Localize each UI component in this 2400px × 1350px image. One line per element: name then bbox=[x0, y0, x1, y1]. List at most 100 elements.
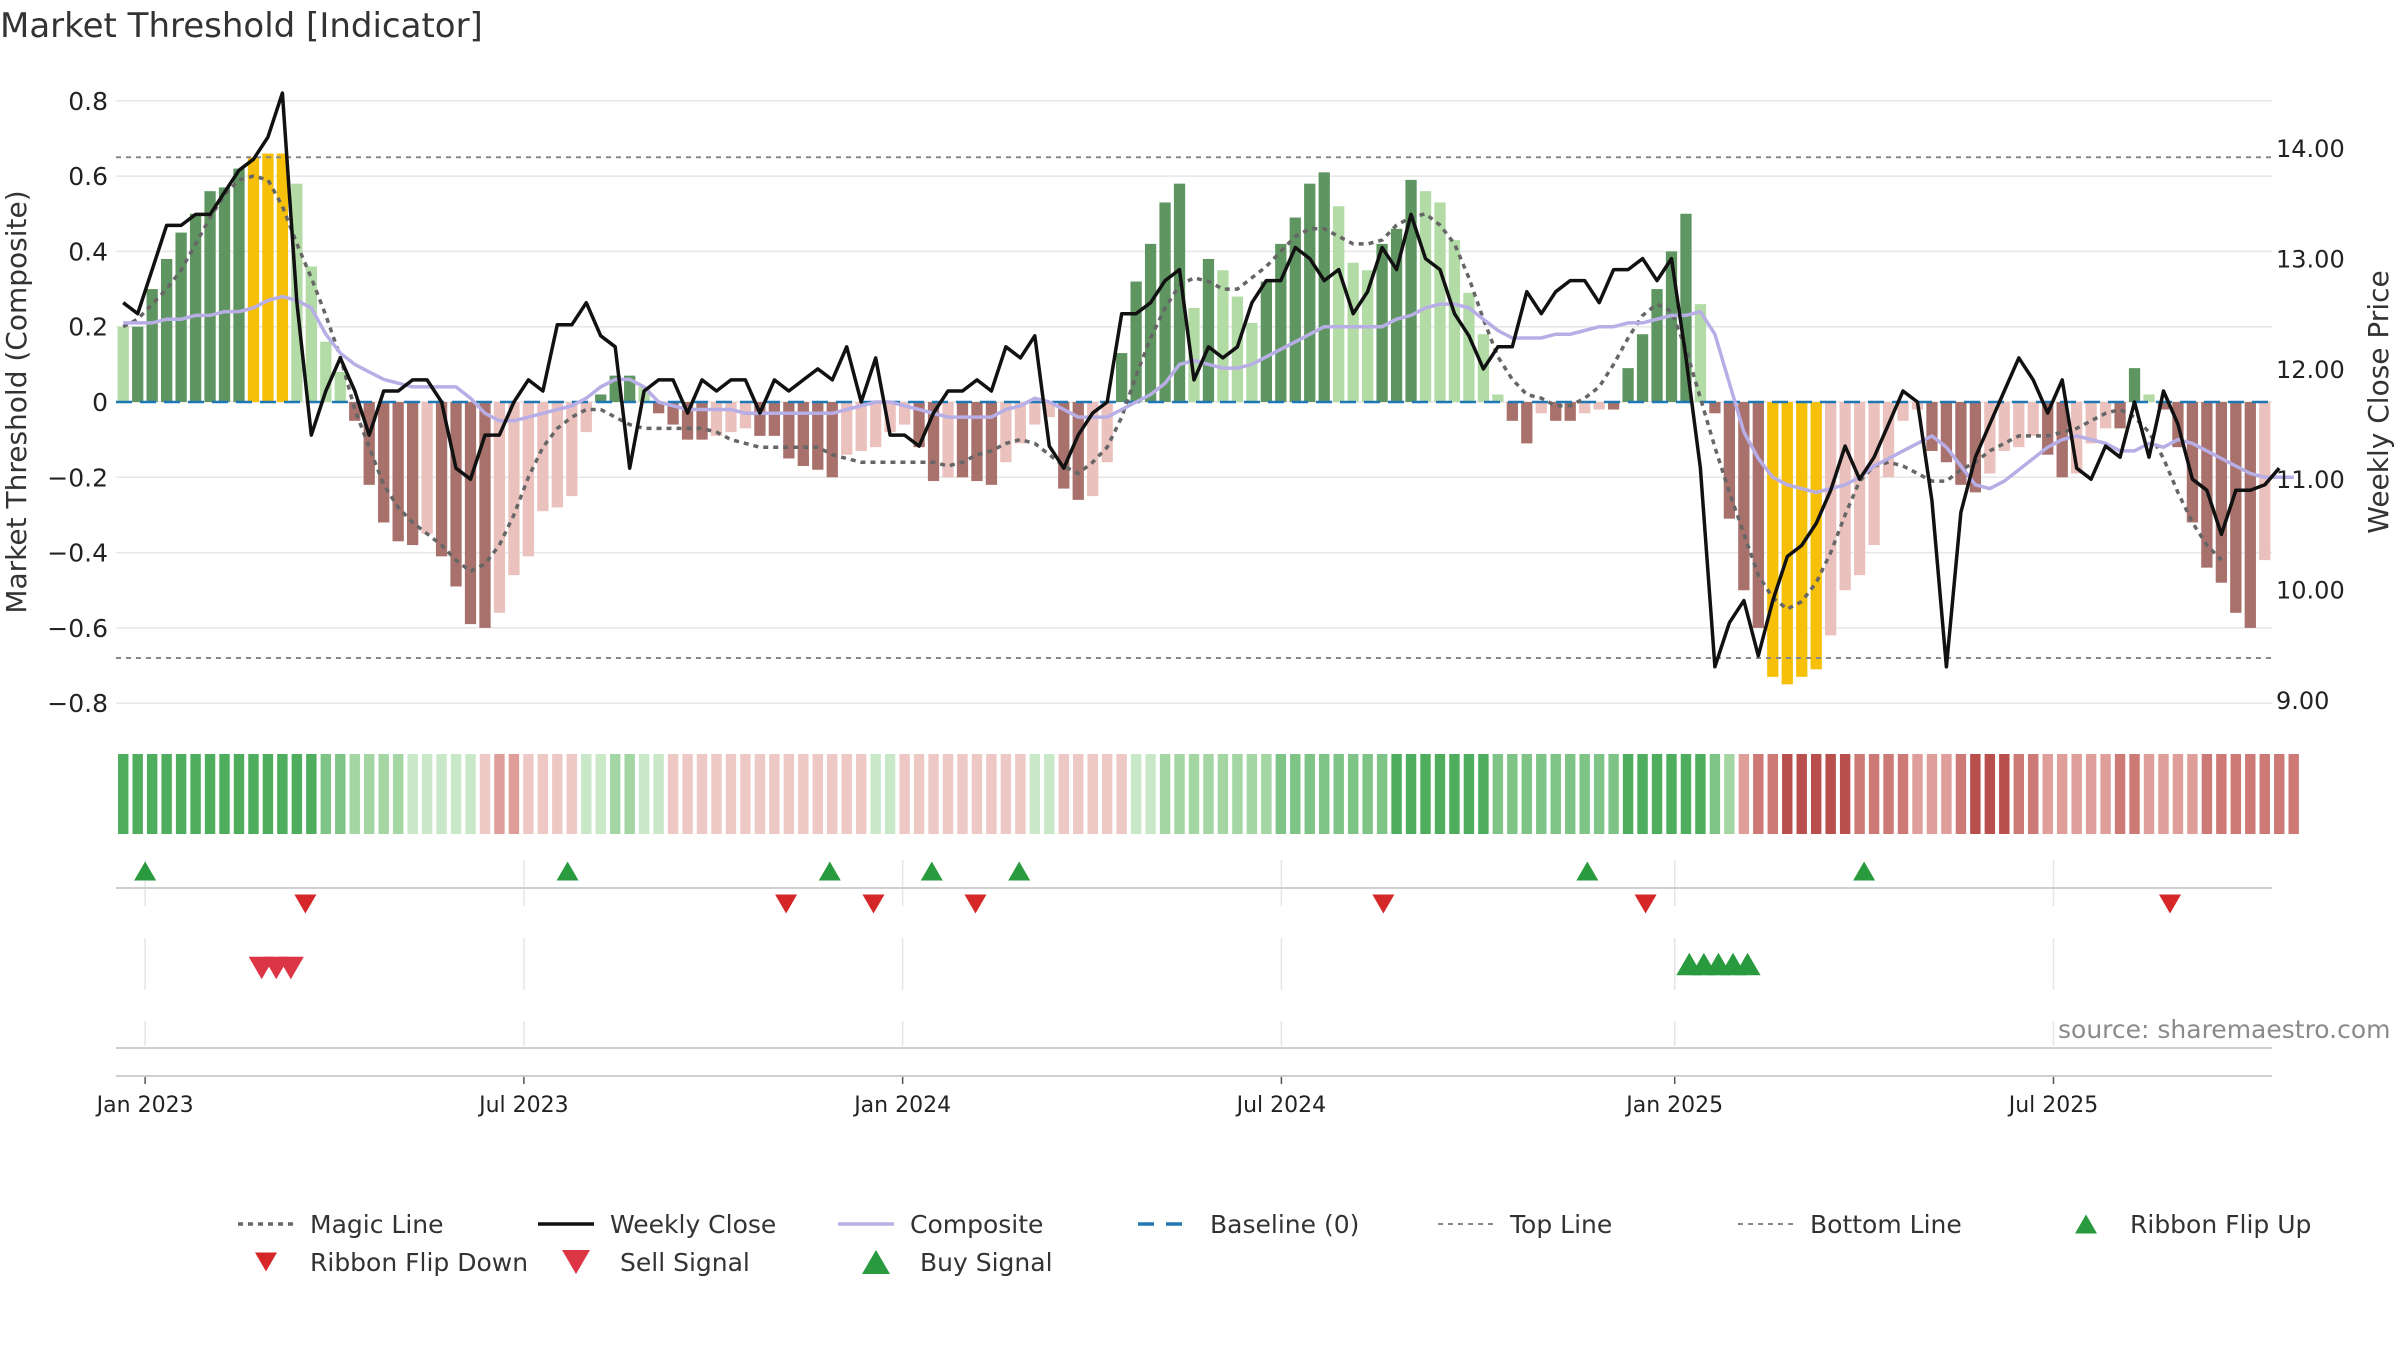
y2-tick-label: 14.00 bbox=[2276, 135, 2345, 163]
composite-bar bbox=[1144, 243, 1157, 402]
legend-swatch bbox=[838, 1222, 894, 1226]
ribbon-segment bbox=[479, 754, 491, 834]
ribbon-segment bbox=[1955, 754, 1967, 834]
composite-bar bbox=[1839, 402, 1851, 591]
ribbon-segment bbox=[161, 754, 172, 834]
ribbon-segment bbox=[1970, 754, 1981, 834]
ribbon-flip-up-marker bbox=[920, 861, 943, 881]
ribbon-segment bbox=[378, 754, 389, 834]
ribbon-segment bbox=[320, 754, 332, 834]
legend-item: Ribbon Flip Down bbox=[236, 1244, 528, 1280]
ribbon-segment bbox=[1130, 754, 1142, 834]
legend-swatch bbox=[1738, 1223, 1794, 1225]
composite-bar bbox=[2157, 402, 2170, 410]
composite-bar bbox=[262, 153, 274, 402]
ribbon-segment bbox=[1073, 754, 1084, 834]
composite-bar bbox=[1289, 217, 1301, 402]
composite-bar bbox=[1579, 402, 1591, 414]
signal-panels bbox=[134, 861, 2182, 980]
composite-bar bbox=[161, 258, 173, 402]
ribbon-segment bbox=[1825, 754, 1836, 834]
ribbon-segment bbox=[1000, 754, 1012, 834]
ribbon-segment bbox=[2100, 754, 2111, 834]
ribbon-segment bbox=[1593, 754, 1605, 834]
ribbon-segment bbox=[118, 754, 129, 834]
ribbon-segment bbox=[1753, 754, 1764, 834]
ribbon-segment bbox=[913, 754, 925, 834]
composite-bar bbox=[652, 402, 665, 414]
ribbon-segment bbox=[855, 754, 867, 834]
composite-bar bbox=[1940, 402, 1953, 463]
composite-bar bbox=[2230, 402, 2242, 613]
ribbon-segment bbox=[1651, 754, 1663, 834]
x-tick-label: Jan 2023 bbox=[95, 1093, 194, 1118]
ribbon-segment bbox=[1015, 754, 1026, 834]
ribbon-segment bbox=[335, 754, 346, 834]
composite-bar bbox=[378, 402, 390, 523]
legend-label: Sell Signal bbox=[620, 1247, 750, 1277]
composite-bar bbox=[2042, 402, 2054, 455]
ribbon-segment bbox=[277, 754, 288, 834]
composite-bar bbox=[218, 187, 231, 402]
y-tick-label: −0.4 bbox=[47, 539, 108, 568]
y-axis-label: Market Threshold (Composite) bbox=[0, 190, 33, 613]
ribbon-segment bbox=[1145, 754, 1156, 834]
legend-item: Ribbon Flip Up bbox=[2056, 1206, 2311, 1242]
ribbon-segment bbox=[2216, 754, 2227, 834]
composite-bar bbox=[1275, 243, 1287, 402]
ribbon-segment bbox=[609, 754, 621, 834]
y2-tick-label: 12.00 bbox=[2276, 356, 2345, 384]
ribbon-segment bbox=[1507, 754, 1518, 834]
y-tick-label: 0.4 bbox=[68, 237, 108, 266]
ribbon-segment bbox=[219, 754, 230, 834]
composite-bar bbox=[681, 402, 694, 440]
axes: 0.8 0.6 0.4 0.2 0 −0.2 −0.4 −0.6 −0.8 14.00 13.00 1… bbox=[0, 87, 2395, 1118]
legend-label: Ribbon Flip Up bbox=[2130, 1209, 2312, 1239]
x-tick-label: Jul 2024 bbox=[1235, 1093, 1327, 1118]
legend-item: Sell Signal bbox=[546, 1244, 750, 1280]
ribbon-segment bbox=[2158, 754, 2169, 834]
composite-bar bbox=[1564, 402, 1576, 421]
ribbon-segment bbox=[1087, 754, 1098, 834]
ribbon-segment bbox=[841, 754, 852, 834]
composite-bar bbox=[1000, 402, 1012, 463]
composite-bar bbox=[1231, 296, 1244, 402]
composite-bar bbox=[1014, 402, 1027, 444]
composite-bar bbox=[1738, 402, 1750, 591]
ribbon-segment bbox=[233, 754, 245, 834]
legend-swatch bbox=[862, 1250, 890, 1274]
ribbon-segment bbox=[1174, 754, 1185, 834]
composite-bar bbox=[1607, 402, 1620, 410]
composite-bar bbox=[1810, 402, 1822, 670]
composite-bar bbox=[1868, 402, 1880, 546]
ribbon-segment bbox=[1536, 754, 1547, 834]
composite-bar bbox=[551, 402, 563, 508]
ribbon-segment bbox=[2259, 754, 2270, 834]
ribbon-flip-down-marker bbox=[862, 894, 885, 914]
series-lines bbox=[122, 91, 2294, 669]
legend-item: Top Line bbox=[1436, 1206, 1612, 1242]
ribbon-segment bbox=[2042, 754, 2053, 834]
ribbon-segment bbox=[624, 754, 635, 834]
ribbon-flip-down-marker bbox=[775, 894, 798, 914]
legend-swatch bbox=[238, 1222, 294, 1226]
y2-axis-label: Weekly Close Price bbox=[2362, 270, 2395, 533]
ribbon-flip-up-marker bbox=[556, 861, 579, 881]
composite-bar bbox=[349, 402, 361, 421]
ribbon-segment bbox=[653, 754, 664, 834]
buy-signal-marker bbox=[1734, 952, 1761, 976]
composite-bar bbox=[1463, 292, 1475, 402]
composite-bar bbox=[1897, 402, 1909, 421]
ribbon-segment bbox=[1232, 754, 1243, 834]
ribbon-segment bbox=[667, 754, 679, 834]
composite-bar bbox=[2071, 402, 2083, 474]
legend-swatch-mark bbox=[562, 1250, 590, 1274]
ribbon-segment bbox=[1738, 754, 1750, 834]
ribbon-segment bbox=[1376, 754, 1388, 834]
ribbon-segment bbox=[2085, 754, 2097, 834]
ribbon-segment bbox=[2172, 754, 2184, 834]
x-tick-label: Jul 2023 bbox=[477, 1093, 569, 1118]
ribbon-segment bbox=[2187, 754, 2198, 834]
y-tick-label: 0.2 bbox=[68, 313, 108, 342]
y-tick-label: 0.8 bbox=[68, 87, 108, 116]
